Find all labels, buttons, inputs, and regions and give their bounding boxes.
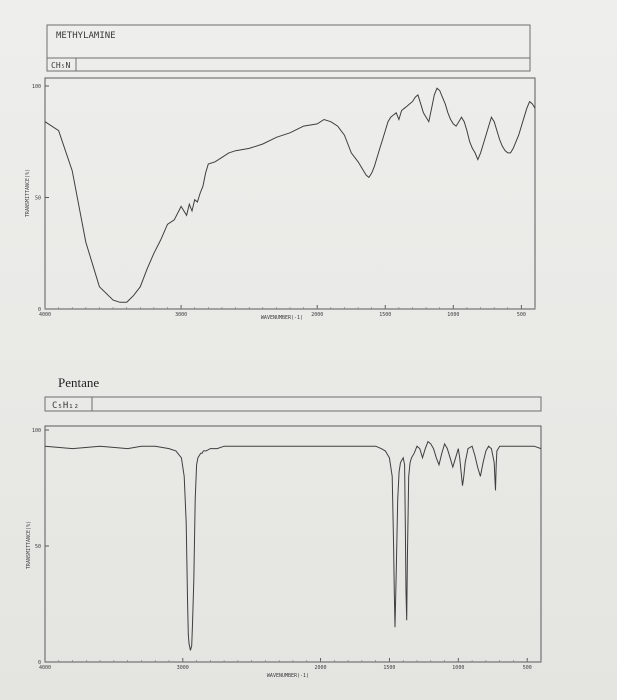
formula: CH₅N: [51, 61, 70, 70]
y-ticks: 0 50 100: [32, 428, 49, 666]
compound-name-box: [46, 24, 531, 59]
plot-frame: [44, 77, 536, 310]
y-tick-label: 0: [38, 307, 41, 313]
x-tick-label: 2000: [315, 665, 327, 671]
formula-box: [44, 396, 542, 412]
x-axis-label: WAVENUMBER(-1): [267, 673, 309, 679]
y-ticks: 0 50 100: [32, 84, 49, 313]
x-tick-label: 500: [523, 665, 532, 671]
y-axis-label: TRANSMITTANCE(%): [25, 169, 31, 217]
formula-box: [46, 57, 531, 72]
pentane-heading: Pentane: [58, 375, 99, 390]
x-tick-label: 3000: [177, 665, 189, 671]
compound-name: METHYLAMINE: [56, 31, 116, 41]
x-tick-label: 3000: [175, 312, 187, 318]
x-tick-label: 1500: [379, 312, 391, 318]
x-ticks: 4000 3000 2000 1500 1000 500: [39, 658, 542, 671]
chart-pentane: C₅H₁₂ TRANSMITTANCE(%) 0 50 100 4000 3000 20…: [26, 396, 542, 679]
spectrum-line: [44, 440, 542, 651]
chart-methylamine: METHYLAMINE CH₅N TRANSMITTANCE(%) 0 50 100…: [25, 24, 536, 321]
x-tick-label: 1000: [452, 665, 464, 671]
x-tick-label: 4000: [39, 312, 51, 318]
x-tick-label: 2000: [311, 312, 323, 318]
x-tick-label: 4000: [39, 665, 51, 671]
x-tick-label: 500: [517, 312, 526, 318]
y-tick-label: 0: [38, 660, 41, 666]
y-tick-label: 100: [32, 84, 41, 90]
spectrum-line: [44, 87, 536, 303]
y-axis-label: TRANSMITTANCE(%): [26, 521, 32, 569]
y-tick-label: 100: [32, 428, 41, 434]
x-tick-label: 1500: [383, 665, 395, 671]
plot-frame: [44, 425, 542, 663]
y-tick-label: 50: [35, 196, 41, 202]
x-ticks: 4000 3000 2000 1500 1000 500: [39, 305, 536, 318]
y-tick-label: 50: [35, 544, 41, 550]
x-tick-label: 1000: [447, 312, 459, 318]
formula: C₅H₁₂: [52, 401, 79, 411]
x-axis-label: WAVENUMBER(-1): [261, 315, 303, 321]
